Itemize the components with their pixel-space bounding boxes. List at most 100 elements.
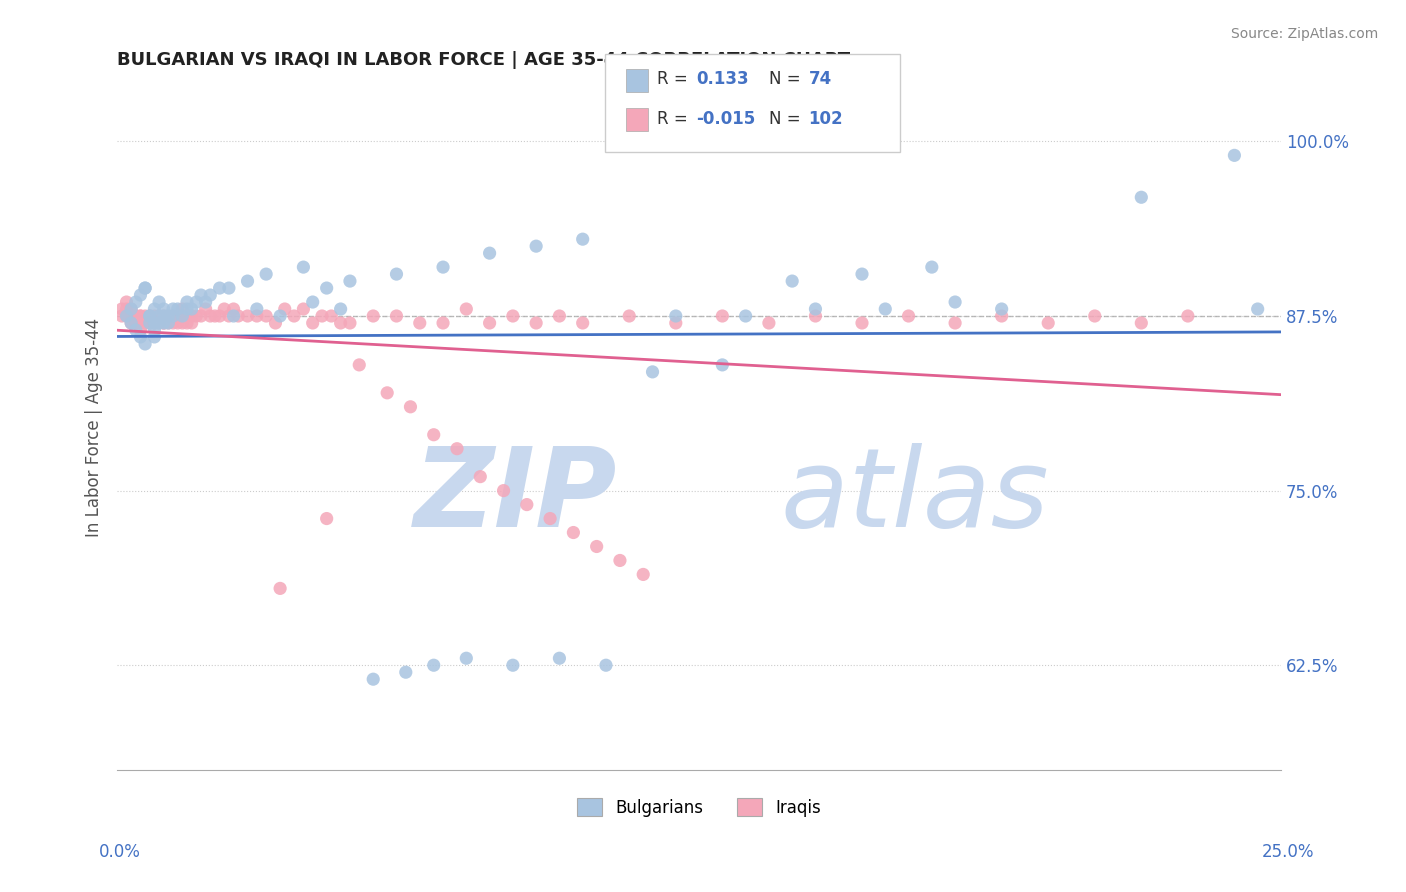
Point bbox=[129, 309, 152, 323]
Y-axis label: In Labor Force | Age 35-44: In Labor Force | Age 35-44 bbox=[86, 318, 103, 537]
Point bbox=[236, 309, 259, 323]
Point bbox=[190, 288, 212, 302]
Point bbox=[246, 309, 269, 323]
Point bbox=[143, 301, 166, 316]
Point bbox=[283, 309, 305, 323]
Point bbox=[780, 274, 803, 288]
Point bbox=[139, 309, 162, 323]
Point bbox=[157, 316, 180, 330]
Point bbox=[943, 316, 966, 330]
Point bbox=[851, 316, 873, 330]
Point bbox=[194, 295, 217, 310]
Point bbox=[395, 665, 418, 680]
Point bbox=[134, 309, 156, 323]
Point bbox=[609, 553, 631, 567]
Point bbox=[200, 309, 222, 323]
Point bbox=[111, 309, 134, 323]
Point bbox=[361, 309, 384, 323]
Point bbox=[115, 301, 138, 316]
Point bbox=[292, 260, 315, 274]
Point bbox=[139, 316, 162, 330]
Point bbox=[470, 469, 492, 483]
Point bbox=[315, 281, 337, 295]
Point bbox=[562, 525, 585, 540]
Point bbox=[204, 309, 226, 323]
Point bbox=[641, 365, 664, 379]
Text: 74: 74 bbox=[808, 70, 832, 88]
Point bbox=[139, 309, 162, 323]
Point bbox=[478, 246, 501, 260]
Point bbox=[143, 316, 166, 330]
Text: N =: N = bbox=[769, 110, 806, 128]
Point bbox=[399, 400, 422, 414]
Point bbox=[254, 309, 277, 323]
Point bbox=[236, 274, 259, 288]
Point bbox=[218, 309, 240, 323]
Point bbox=[194, 301, 217, 316]
Point bbox=[1130, 190, 1153, 204]
Point bbox=[804, 309, 827, 323]
Point bbox=[595, 658, 617, 673]
Point bbox=[456, 301, 478, 316]
Point bbox=[157, 309, 180, 323]
Point bbox=[548, 309, 571, 323]
Text: 0.0%: 0.0% bbox=[98, 843, 141, 861]
Point bbox=[665, 309, 688, 323]
Point bbox=[166, 301, 188, 316]
Text: -0.015: -0.015 bbox=[696, 110, 755, 128]
Point bbox=[152, 301, 174, 316]
Point bbox=[129, 323, 152, 337]
Point bbox=[292, 301, 315, 316]
Point bbox=[139, 316, 162, 330]
Text: 25.0%: 25.0% bbox=[1263, 843, 1315, 861]
Point bbox=[152, 309, 174, 323]
Point bbox=[631, 567, 654, 582]
Text: ZIP: ZIP bbox=[415, 442, 617, 549]
Point bbox=[148, 309, 170, 323]
Point bbox=[120, 301, 142, 316]
Point bbox=[125, 295, 148, 310]
Point bbox=[212, 301, 235, 316]
Point bbox=[139, 309, 162, 323]
Point bbox=[125, 323, 148, 337]
Point bbox=[432, 260, 454, 274]
Point bbox=[125, 309, 148, 323]
Point bbox=[478, 316, 501, 330]
Point bbox=[134, 281, 156, 295]
Point bbox=[851, 267, 873, 281]
Point bbox=[125, 309, 148, 323]
Point bbox=[139, 316, 162, 330]
Point bbox=[166, 309, 188, 323]
Point bbox=[120, 301, 142, 316]
Point bbox=[180, 301, 202, 316]
Point bbox=[200, 288, 222, 302]
Point bbox=[186, 309, 208, 323]
Point bbox=[254, 267, 277, 281]
Point bbox=[1130, 316, 1153, 330]
Point bbox=[120, 316, 142, 330]
Point bbox=[152, 316, 174, 330]
Point bbox=[176, 301, 198, 316]
Point bbox=[143, 330, 166, 344]
Point bbox=[269, 582, 291, 596]
Point bbox=[1038, 316, 1060, 330]
Point bbox=[152, 316, 174, 330]
Point bbox=[456, 651, 478, 665]
Point bbox=[129, 316, 152, 330]
Point bbox=[385, 309, 408, 323]
Point bbox=[166, 316, 188, 330]
Point bbox=[301, 316, 323, 330]
Point bbox=[115, 295, 138, 310]
Point bbox=[176, 316, 198, 330]
Point bbox=[172, 309, 194, 323]
Point bbox=[176, 309, 198, 323]
Point bbox=[422, 427, 444, 442]
Text: R =: R = bbox=[657, 110, 693, 128]
Point bbox=[339, 274, 361, 288]
Point bbox=[143, 309, 166, 323]
Point bbox=[180, 309, 202, 323]
Point bbox=[148, 295, 170, 310]
Point bbox=[172, 301, 194, 316]
Point bbox=[222, 309, 245, 323]
Point bbox=[619, 309, 641, 323]
